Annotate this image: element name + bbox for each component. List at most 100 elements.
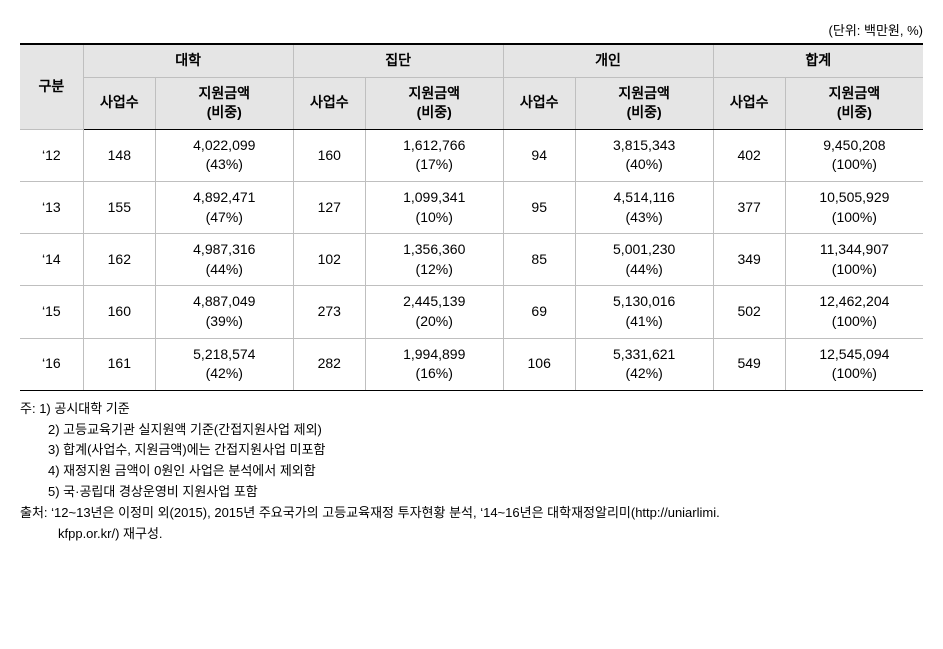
note-item: 1) 공시대학 기준 xyxy=(39,401,130,416)
table-row: ‘16161 5,218,574 (42%)282 1,994,899 (16%)106… xyxy=(20,338,923,390)
amount-value: 1,099,341 xyxy=(403,189,465,205)
col-group-indiv: 개인 xyxy=(503,44,713,77)
group-count: 102 xyxy=(293,234,365,286)
table-row: ‘141624,987,316(44%)1021,356,360(12%)855… xyxy=(20,234,923,286)
pct-value: (43%) xyxy=(580,208,709,228)
amount-value: 5,001,230 xyxy=(613,241,675,257)
univ-count: 162 xyxy=(83,234,155,286)
year-cell: ‘14 xyxy=(20,234,83,286)
note-item: 2) 고등교육기관 실지원액 기준(간접지원사업 제외) xyxy=(20,420,923,441)
indiv-count: 106 xyxy=(503,338,575,390)
col-group-amount: 지원금액 (비중) xyxy=(365,77,503,129)
group-count: 273 xyxy=(293,286,365,338)
year-cell: ‘15 xyxy=(20,286,83,338)
amount-value: 9,450,208 xyxy=(823,137,885,153)
amount-value: 5,130,016 xyxy=(613,293,675,309)
pct-value: (100%) xyxy=(790,260,919,280)
data-table: 구분 대학 집단 개인 합계 사업수 지원금액 (비중) 사업수 지원금액 (비… xyxy=(20,43,923,391)
source-prefix: 출처: xyxy=(20,505,51,520)
univ-count: 160 xyxy=(83,286,155,338)
indiv-count: 95 xyxy=(503,181,575,233)
univ-amount: 4,892,471 (47%) xyxy=(155,181,293,233)
group-amount: 1,612,766(17%) xyxy=(365,129,503,181)
year-cell: ‘16 xyxy=(20,338,83,390)
indiv-count: 85 xyxy=(503,234,575,286)
pct-value: (40%) xyxy=(580,155,709,175)
group-count: 282 xyxy=(293,338,365,390)
amount-value: 5,331,621 xyxy=(613,346,675,362)
pct-value: (41%) xyxy=(580,312,709,332)
amount-value: 1,356,360 xyxy=(403,241,465,257)
pct-value: (100%) xyxy=(790,208,919,228)
note-prefix: 주: xyxy=(20,401,39,416)
total-amount: 12,462,204 (100%) xyxy=(785,286,923,338)
pct-value: (44%) xyxy=(580,260,709,280)
table-row: ‘121484,022,099(43%)1601,612,766(17%)943… xyxy=(20,129,923,181)
col-total-count: 사업수 xyxy=(713,77,785,129)
group-amount: 1,994,899 (16%) xyxy=(365,338,503,390)
header-row-1: 구분 대학 집단 개인 합계 xyxy=(20,44,923,77)
group-amount: 1,356,360(12%) xyxy=(365,234,503,286)
total-count: 502 xyxy=(713,286,785,338)
amount-value: 4,892,471 xyxy=(193,189,255,205)
pct-value: (20%) xyxy=(370,312,499,332)
col-group-group: 집단 xyxy=(293,44,503,77)
amount-label: 지원금액 xyxy=(829,85,881,101)
pct-value: (39%) xyxy=(160,312,289,332)
pct-value: (42%) xyxy=(160,364,289,384)
total-count: 549 xyxy=(713,338,785,390)
pct-value: (47%) xyxy=(160,208,289,228)
indiv-count: 94 xyxy=(503,129,575,181)
note-item: 5) 국·공립대 경상운영비 지원사업 포함 xyxy=(20,482,923,503)
univ-amount: 4,987,316(44%) xyxy=(155,234,293,286)
indiv-amount: 5,001,230 (44%) xyxy=(575,234,713,286)
source-text: kfpp.or.kr/) 재구성. xyxy=(20,524,923,545)
col-total-amount: 지원금액 (비중) xyxy=(785,77,923,129)
col-group-total: 합계 xyxy=(713,44,923,77)
amount-label: 지원금액 xyxy=(408,85,460,101)
group-count: 127 xyxy=(293,181,365,233)
group-amount: 1,099,341(10%) xyxy=(365,181,503,233)
total-amount: 10,505,929 (100%) xyxy=(785,181,923,233)
pct-value: (43%) xyxy=(160,155,289,175)
pct-value: (100%) xyxy=(790,155,919,175)
amount-value: 10,505,929 xyxy=(819,189,889,205)
amount-value: 2,445,139 xyxy=(403,293,465,309)
total-count: 349 xyxy=(713,234,785,286)
col-univ-amount: 지원금액 (비중) xyxy=(155,77,293,129)
amount-value: 12,462,204 xyxy=(819,293,889,309)
amount-value: 4,514,116 xyxy=(614,189,675,205)
ratio-label: (비중) xyxy=(417,104,452,120)
source-text: ‘12~13년은 이정미 외(2015), 2015년 주요국가의 고등교육재정… xyxy=(51,505,720,520)
col-group-count: 사업수 xyxy=(293,77,365,129)
indiv-amount: 5,331,621(42%) xyxy=(575,338,713,390)
indiv-amount: 4,514,116 (43%) xyxy=(575,181,713,233)
year-cell: ‘13 xyxy=(20,181,83,233)
univ-count: 161 xyxy=(83,338,155,390)
col-indiv-count: 사업수 xyxy=(503,77,575,129)
univ-amount: 4,887,049(39%) xyxy=(155,286,293,338)
univ-count: 148 xyxy=(83,129,155,181)
table-row: ‘151604,887,049(39%)2732,445,139(20%)695… xyxy=(20,286,923,338)
note-item: 4) 재정지원 금액이 0원인 사업은 분석에서 제외함 xyxy=(20,461,923,482)
col-group-univ: 대학 xyxy=(83,44,293,77)
pct-value: (16%) xyxy=(370,364,499,384)
table-body: ‘12148 4,022,099 (43%) 160 1,612,766(17%)94 3… xyxy=(20,129,923,390)
univ-amount: 5,218,574 (42%) xyxy=(155,338,293,390)
amount-value: 1,994,899 xyxy=(403,346,465,362)
group-amount: 2,445,139 (20%) xyxy=(365,286,503,338)
pct-value: (100%) xyxy=(790,364,919,384)
amount-value: 5,218,574 xyxy=(193,346,255,362)
pct-value: (100%) xyxy=(790,312,919,332)
total-amount: 11,344,907(100%) xyxy=(785,234,923,286)
total-amount: 12,545,094(100%) xyxy=(785,338,923,390)
unit-label: (단위: 백만원, %) xyxy=(20,20,923,39)
amount-value: 4,022,099 xyxy=(193,137,255,153)
year-cell: ‘12 xyxy=(20,129,83,181)
pct-value: (44%) xyxy=(160,260,289,280)
indiv-amount: 5,130,016 (41%) xyxy=(575,286,713,338)
ratio-label: (비중) xyxy=(837,104,872,120)
total-count: 377 xyxy=(713,181,785,233)
footnotes: 주: 1) 공시대학 기준 2) 고등교육기관 실지원액 기준(간접지원사업 제… xyxy=(20,399,923,545)
total-amount: 9,450,208 (100%) xyxy=(785,129,923,181)
